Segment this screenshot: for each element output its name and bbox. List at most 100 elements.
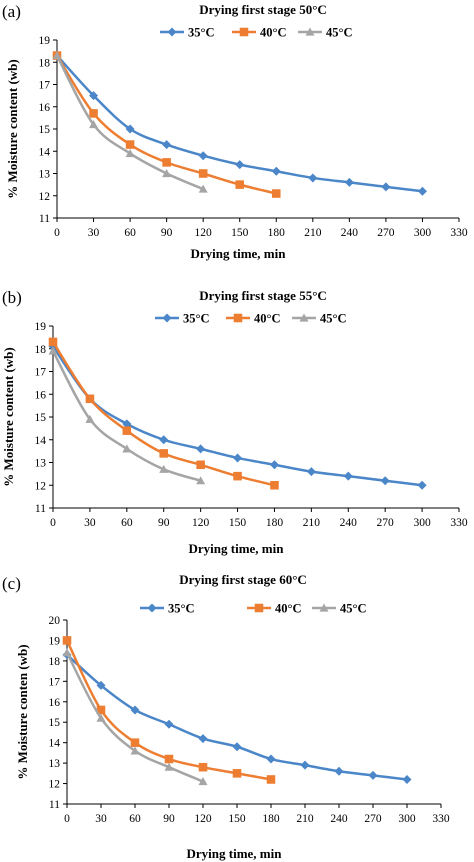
legend-marker [299,313,309,322]
legend-marker [233,313,243,323]
data-point-marker [122,444,132,453]
data-point-marker [308,173,318,183]
y-axis-title: % Moisture conten (wb) [15,644,30,779]
data-point-marker [162,158,171,167]
y-tick-label: 11 [35,503,46,515]
data-point-marker [96,680,106,690]
data-point-marker [122,419,132,429]
data-point-marker [89,91,99,101]
legend-label: 40°C [260,26,287,40]
y-axis-title: % Moisture content (wb) [5,59,20,199]
x-tick-label: 270 [377,517,395,529]
x-tick-label: 330 [450,517,468,529]
legend-marker [319,603,329,612]
x-tick-label: 210 [296,813,314,825]
data-point-marker [162,169,172,178]
data-point-marker [235,180,245,189]
y-tick-label: 13 [39,169,51,181]
x-tick-label: 180 [262,813,280,825]
legend-marker [305,27,315,36]
x-tick-label: 270 [377,227,395,239]
chart-title: Drying first stage 60°C [179,572,307,587]
data-point-marker [300,760,310,770]
y-tick-label: 18 [35,344,47,356]
x-tick-label: 240 [340,517,358,529]
y-tick-label: 17 [39,80,51,92]
chart-title: Drying first stage 50°C [199,2,327,17]
y-tick-label: 19 [49,635,61,647]
x-axis-title: Drying time, min [189,541,285,556]
data-point-marker [130,738,140,747]
data-point-marker [122,426,132,435]
x-tick-label: 0 [64,813,70,825]
data-point-marker [164,754,174,764]
series-line-2 [51,350,202,482]
x-axis-title: Drying time, min [191,246,287,261]
data-point-marker [162,140,172,150]
x-tick-label: 300 [398,813,416,825]
y-tick-label: 15 [49,717,61,729]
data-point-marker [130,705,140,715]
y-tick-label: 12 [49,779,61,791]
data-point-marker [196,444,206,454]
x-tick-label: 210 [304,227,322,239]
legend-label: 40°C [254,312,281,326]
data-point-marker [96,713,106,722]
data-point-marker [198,734,208,744]
x-tick-label: 180 [266,517,284,529]
x-tick-label: 60 [121,517,133,529]
chart-panel-a: (a) Drying first stage 50°C Drying time,… [2,2,468,261]
legend-marker [239,27,249,37]
x-tick-label: 210 [303,517,321,529]
data-point-marker [130,746,140,755]
data-point-marker [368,770,378,780]
data-point-marker [96,705,106,715]
data-point-marker [62,636,72,645]
panel-label: (c) [2,574,21,593]
legend-label: 35°C [188,26,215,40]
data-point-marker [125,124,135,134]
x-tick-label: 150 [229,517,247,529]
x-tick-label: 330 [432,813,450,825]
legend-marker [167,27,177,37]
y-tick-label: 12 [39,191,51,203]
data-point-marker [125,140,135,149]
x-tick-label: 90 [158,517,170,529]
legend-label: 40°C [275,602,302,616]
data-point-marker [266,775,276,784]
x-tick-label: 90 [161,227,173,239]
data-point-marker [232,769,242,778]
series-line-0 [66,653,408,781]
data-point-marker [48,337,58,347]
y-tick-label: 14 [49,738,61,750]
x-tick-label: 150 [228,813,246,825]
y-tick-label: 12 [35,480,47,492]
legend-marker [254,603,264,613]
x-tick-label: 0 [54,227,60,239]
data-point-marker [48,346,58,355]
data-point-marker [334,766,344,776]
panel-label: (a) [2,2,21,21]
data-point-marker [402,774,412,784]
data-point-marker [164,719,174,729]
legend-label: 45°C [326,26,353,40]
legend-marker [162,313,172,323]
y-tick-label: 11 [49,799,60,811]
data-point-marker [233,453,243,463]
data-point-marker [52,51,62,60]
data-point-marker [159,435,169,445]
x-tick-label: 60 [129,813,141,825]
data-point-marker [233,471,242,481]
panel-label: (b) [2,288,22,307]
y-tick-label: 11 [39,213,50,225]
chart-panel-c: (c) Drying first stage 60°C Drying time,… [2,572,450,861]
legend-label: 35°C [168,602,195,616]
x-tick-label: 240 [341,227,359,239]
series-line-2 [55,54,204,191]
y-tick-label: 14 [35,435,47,447]
data-point-marker [381,182,391,192]
data-point-marker [344,177,354,187]
x-tick-label: 240 [330,813,348,825]
y-tick-label: 20 [49,615,61,627]
data-point-marker [417,186,427,196]
